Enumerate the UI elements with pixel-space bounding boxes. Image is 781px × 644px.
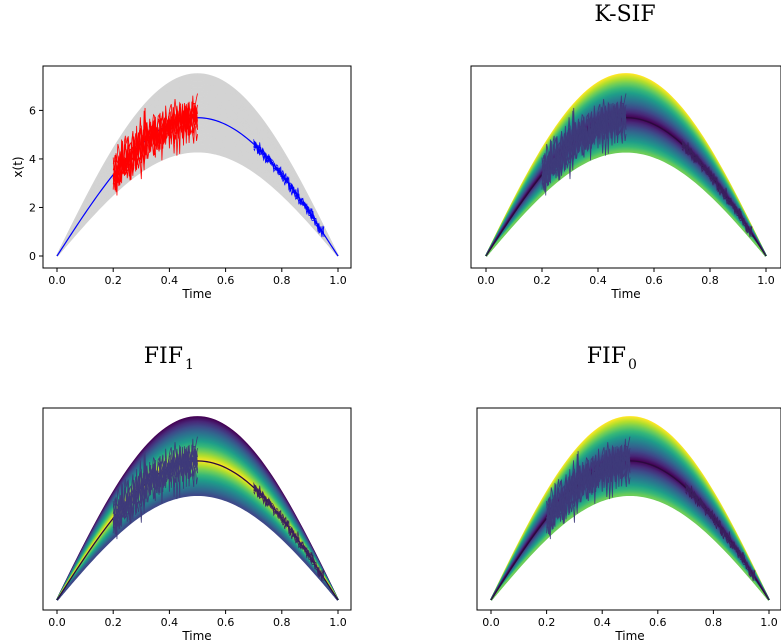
panel-title: K-SIF [594,2,655,27]
axes-frame [470,65,781,269]
y-tick-label: 2 [29,201,36,214]
x-tick-label: 0.2 [538,616,556,629]
colormap-curve [485,150,767,257]
x-tick-label: 0.4 [161,616,179,629]
x-tick-label: 0.0 [48,274,66,287]
normal-noisy-curve [253,141,325,236]
anomaly-curve [112,451,198,528]
x-axis-label: Time [610,287,640,301]
anomaly-curve [546,444,631,527]
x-tick-label: 0.6 [645,274,663,287]
y-tick-label: 0 [29,250,36,263]
y-axis-label: x(t) [11,156,25,177]
x-tick-label: 0.6 [649,616,667,629]
anomaly-curve [112,451,198,540]
panel-title-subscript: 0 [628,357,637,373]
panel-title: FIF [587,344,626,369]
axes-frame [42,65,352,269]
x-tick-label: 0.6 [217,616,235,629]
anomaly-curve [546,451,631,528]
panel-title-subscript: 1 [185,357,194,373]
x-ticks: 0.0 0.2 0.4 0.6 0.8 1.0 [48,268,347,287]
x-tick-label: 0.0 [482,616,500,629]
x-ticks: 0.0 0.2 0.4 0.6 0.8 1.0 [48,610,347,629]
noisy-curve [253,485,325,581]
x-axis-label: Time [181,287,211,301]
anomaly-curve [112,108,198,196]
x-tick-label: 0.4 [593,616,611,629]
colormap-curve [490,494,770,601]
x-tick-label: 0.8 [273,616,291,629]
x-axis-label: Time [181,629,211,643]
panel-fif0: FIF 0 0.0 0.2 0.4 0.6 0.8 1.0 Time [476,344,781,643]
x-ticks: 0.0 0.2 0.4 0.6 0.8 1.0 [482,610,778,629]
y-tick-label: 4 [29,153,36,166]
x-tick-label: 0.8 [273,274,291,287]
plot-area [56,416,339,601]
x-tick-label: 0.2 [533,274,551,287]
normal-noisy-curve [253,139,325,236]
noisy-curve [681,141,753,236]
x-tick-label: 1.0 [760,616,778,629]
anomaly-curve [112,444,198,527]
colormap-curve [56,494,339,601]
x-tick-label: 0.8 [705,616,723,629]
noisy-curve [681,139,753,236]
anomaly-curve [541,107,627,184]
plot-area [56,73,339,257]
x-tick-label: 0.4 [161,274,179,287]
y-tick-label: 6 [29,104,36,117]
x-tick-label: 0.0 [48,616,66,629]
x-tick-label: 0.4 [589,274,607,287]
noisy-curve [681,141,753,238]
axes-frame [476,407,781,611]
anomaly-curve [541,101,627,183]
panel-title: FIF [144,344,183,369]
anomaly-curve [541,108,627,196]
noisy-curve [685,482,756,580]
normal-noisy-curve [253,141,325,238]
x-ticks: 0.0 0.2 0.4 0.6 0.8 1.0 [477,268,775,287]
x-tick-label: 0.8 [701,274,719,287]
x-tick-label: 1.0 [329,274,347,287]
plot-area [485,73,767,257]
anomaly-curve [546,451,631,540]
x-tick-label: 0.0 [477,274,495,287]
noisy-curve [253,482,325,580]
x-tick-label: 1.0 [329,616,347,629]
anomaly-curve [112,101,198,183]
noisy-curve [253,484,325,580]
x-tick-label: 0.2 [104,274,122,287]
panel-raw-data: 0.0 0.2 0.4 0.6 0.8 1.0 0 2 4 6 Time x(t) [11,65,352,301]
noisy-curve [685,485,756,581]
anomaly-curve [112,107,198,184]
axes-frame [42,407,352,611]
x-tick-label: 1.0 [757,274,775,287]
x-tick-label: 0.6 [217,274,235,287]
band-curve [56,73,339,257]
panel-ksif: K-SIF 0.0 0.2 0.4 0.6 0.8 1.0 Time [470,2,781,301]
noisy-curve [685,484,756,580]
panel-fif1: FIF 1 0.0 0.2 0.4 0.6 0.8 1.0 Time [42,344,352,643]
plot-area [490,416,770,601]
x-tick-label: 0.2 [104,616,122,629]
y-ticks: 0 2 4 6 [29,104,43,263]
x-axis-label: Time [614,629,644,643]
